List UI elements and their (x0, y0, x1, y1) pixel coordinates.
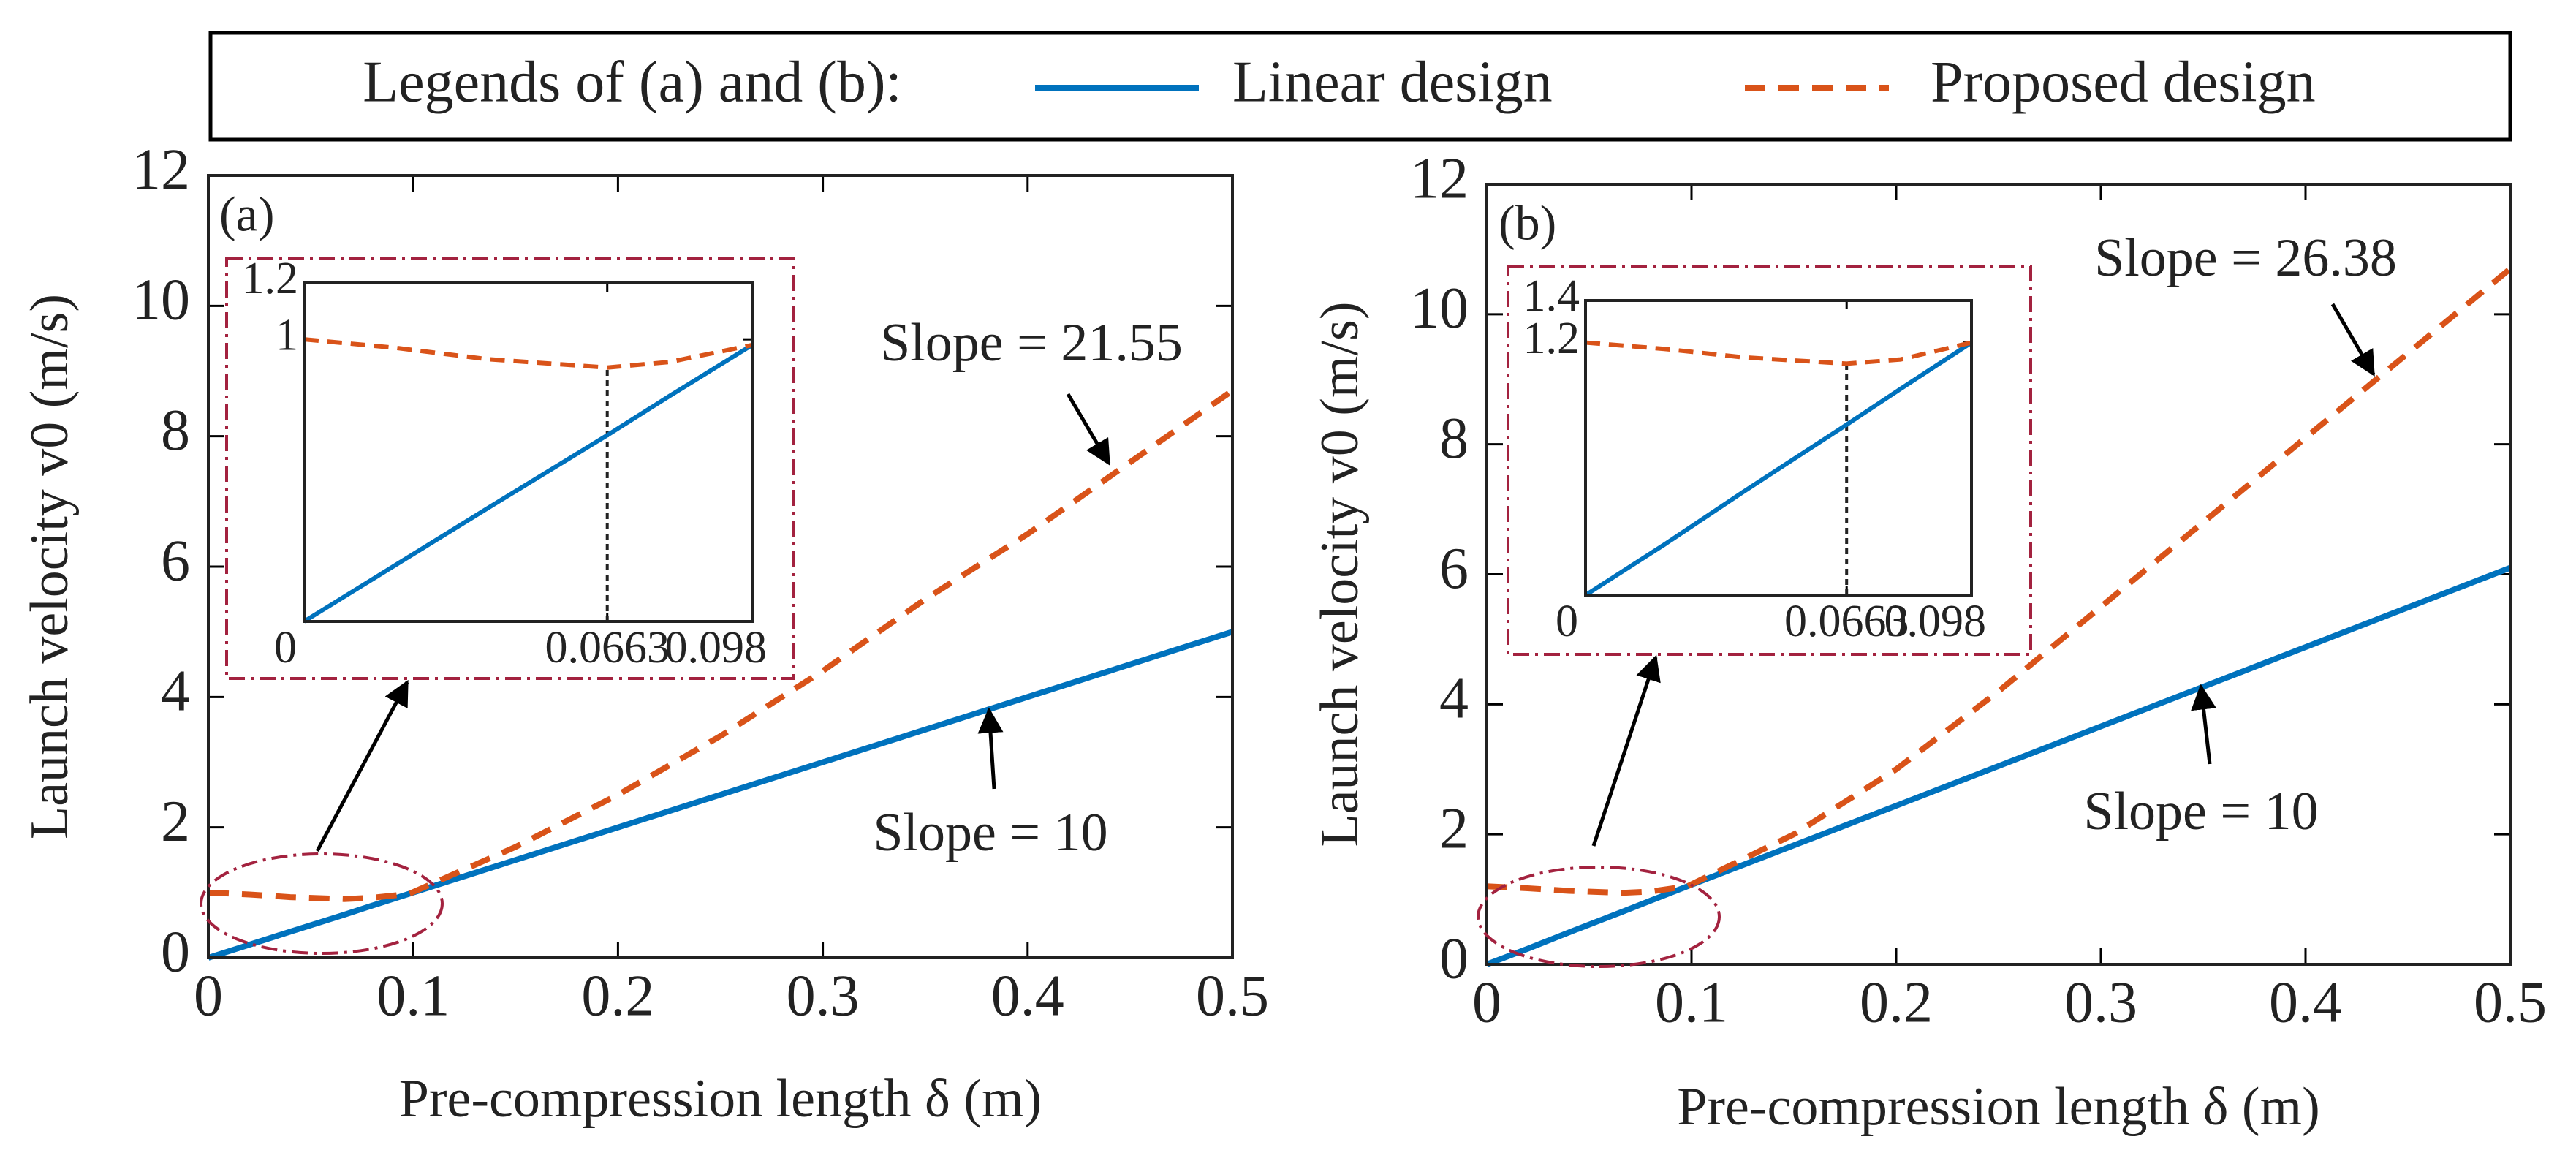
y-tick-label: 0 (1439, 926, 1469, 991)
y-axis-label: Launch velocity v0 (m/s) (20, 294, 80, 839)
plot-frame (1485, 183, 2512, 966)
plot-frame (303, 281, 754, 623)
annotation: Slope = 10 (873, 803, 1107, 863)
legend-label: Proposed design (1931, 50, 2316, 114)
arrow (1591, 654, 1661, 847)
annotation: Slope = 21.55 (880, 313, 1183, 373)
y-axis-label: Launch velocity v0 (m/s) (1310, 302, 1370, 847)
plot-frame (1584, 299, 1973, 597)
x-tick-label: 0.5 (1196, 964, 1269, 1028)
arrow (2330, 303, 2376, 377)
x-tick-label: 0.098 (665, 623, 768, 673)
series-line (303, 337, 753, 370)
series-line (303, 343, 754, 624)
arrow (977, 707, 1004, 790)
x-tick-label: 0.2 (581, 964, 654, 1028)
x-tick-label: 0.4 (2269, 970, 2342, 1035)
zoom-ellipse (1477, 866, 1721, 968)
arrow (2191, 684, 2216, 765)
inset-bg (304, 283, 752, 621)
inset-bg (1586, 300, 1971, 595)
x-tick-label: 0.4 (991, 964, 1064, 1028)
series-line (1585, 340, 1972, 366)
x-tick-label: 0.2 (1860, 970, 1933, 1035)
y-tick-label: 10 (132, 268, 190, 333)
y-tick-label: 10 (1410, 276, 1469, 341)
x-tick-label: 0.1 (1655, 970, 1728, 1035)
series-line (1584, 341, 1973, 597)
x-tick-label: 0.098 (1884, 597, 1987, 646)
arrow (1066, 393, 1111, 466)
legend-box (208, 31, 2512, 142)
x-axis-label: Pre-compression length δ (m) (399, 1069, 1042, 1129)
annotation: (a) (219, 186, 274, 242)
x-tick-label: 0 (1556, 597, 1578, 646)
y-tick-label: 1.4 (1523, 271, 1580, 321)
annotation: Slope = 10 (2083, 782, 2318, 842)
series-line (1486, 266, 2512, 896)
series-line (207, 629, 1234, 961)
y-tick-label: 8 (161, 398, 190, 463)
inset-frame (225, 257, 795, 680)
annotation: Slope = 26.38 (2094, 228, 2397, 288)
x-tick-label: 0.3 (2064, 970, 2137, 1035)
y-tick-label: 12 (132, 137, 190, 202)
arrow (315, 679, 409, 852)
y-tick-label: 1.2 (242, 254, 299, 303)
y-tick-label: 4 (161, 659, 190, 724)
y-tick-label: 12 (1410, 146, 1469, 211)
x-tick-label: 0.1 (376, 964, 450, 1028)
x-tick-label: 0 (194, 964, 223, 1028)
plot-frame (207, 174, 1234, 959)
x-tick-label: 0.5 (2474, 970, 2547, 1035)
series-line (208, 387, 1235, 902)
series-line (1485, 564, 2512, 967)
y-tick-label: 0 (161, 920, 190, 984)
y-tick-label: 2 (161, 790, 190, 854)
legend-title: Legends of (a) and (b): (363, 50, 901, 114)
inset-frame (1507, 265, 2032, 656)
x-tick-label: 0.3 (787, 964, 860, 1028)
x-axis-label: Pre-compression length δ (m) (1677, 1077, 2320, 1137)
y-tick-label: 4 (1439, 667, 1469, 731)
x-tick-label: 0 (274, 623, 297, 673)
y-tick-label: 8 (1439, 406, 1469, 471)
x-tick-label: 0.0663 (1784, 597, 1909, 646)
y-tick-label: 6 (161, 529, 190, 593)
y-tick-label: 6 (1439, 537, 1469, 601)
x-tick-label: 0.0663 (545, 623, 670, 673)
x-tick-label: 0 (1472, 970, 1501, 1035)
y-tick-label: 2 (1439, 797, 1469, 861)
annotation: (b) (1499, 195, 1556, 251)
zoom-ellipse (200, 852, 444, 955)
y-tick-label: 1.2 (1523, 314, 1580, 363)
legend-label: Linear design (1232, 50, 1553, 114)
y-tick-label: 1 (276, 310, 298, 360)
